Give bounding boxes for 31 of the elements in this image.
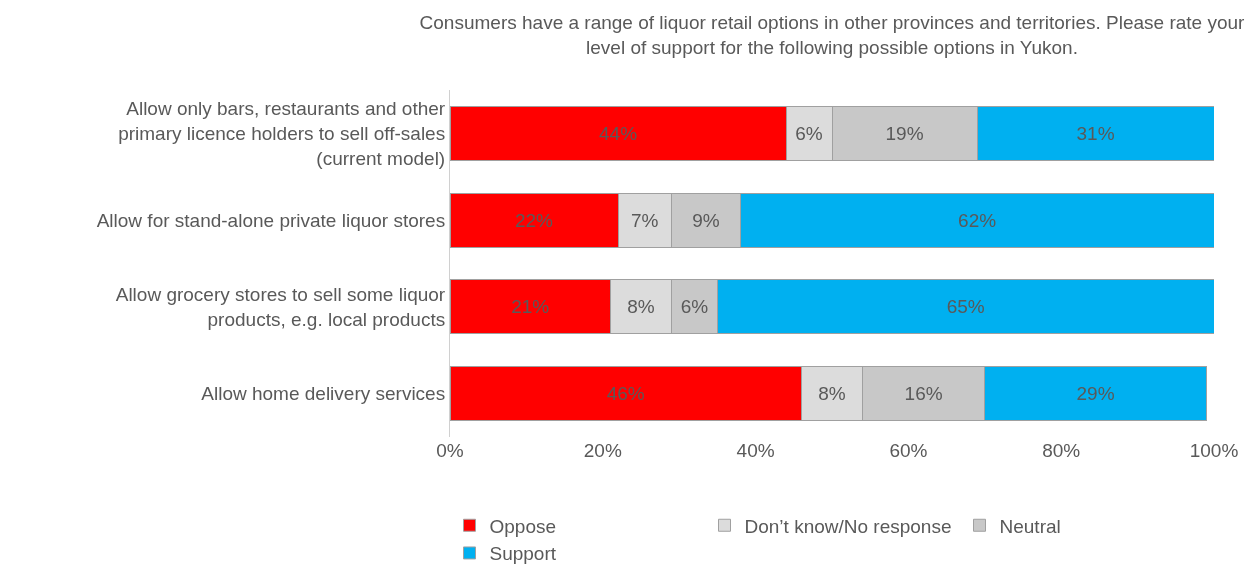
y-tick-label: Allow grocery stores to sell some liquor products, e.g. local products bbox=[115, 284, 446, 330]
legend-label: Neutral bbox=[999, 515, 1061, 537]
y-tick-label: Allow only bars, restaurants and other primary licence holders to sell off-sales (current model) bbox=[118, 98, 446, 169]
x-tick-label: 20% bbox=[583, 440, 622, 461]
x-tick-label: 60% bbox=[889, 440, 928, 461]
data-label: 6% bbox=[680, 296, 709, 318]
y-tick-label: Allow home delivery services bbox=[201, 383, 446, 405]
data-label: 46% bbox=[606, 383, 645, 405]
data-label: 8% bbox=[627, 296, 655, 318]
data-label: 22% bbox=[514, 209, 554, 231]
data-label: 19% bbox=[885, 122, 924, 144]
x-tick-label: 40% bbox=[736, 440, 775, 461]
data-label: 31% bbox=[1076, 122, 1115, 144]
data-label: 44% bbox=[599, 122, 638, 144]
data-label: 7% bbox=[631, 209, 659, 231]
legend-label: Support bbox=[489, 543, 557, 565]
data-label: 8% bbox=[818, 383, 846, 405]
x-tick-label: 80% bbox=[1042, 440, 1081, 461]
x-tick-label: 0% bbox=[436, 440, 464, 461]
legend-label: Don’t know/No response bbox=[744, 515, 952, 537]
data-label: 9% bbox=[692, 209, 720, 231]
chart-title: Consumers have a range of liquor retail options in other provinces and territories. Please rate your level of support for the following possible options in Yukon. bbox=[419, 12, 1246, 58]
data-label: 62% bbox=[958, 209, 997, 231]
y-tick-label: Allow for stand-alone private liquor stores bbox=[96, 209, 446, 231]
x-tick-label: 100% bbox=[1189, 440, 1239, 461]
legend-label: Oppose bbox=[489, 515, 557, 537]
data-label: 16% bbox=[904, 383, 943, 405]
data-label: 65% bbox=[946, 296, 985, 318]
data-label: 21% bbox=[511, 296, 550, 318]
data-label: 6% bbox=[795, 122, 823, 144]
data-label: 29% bbox=[1076, 383, 1115, 405]
